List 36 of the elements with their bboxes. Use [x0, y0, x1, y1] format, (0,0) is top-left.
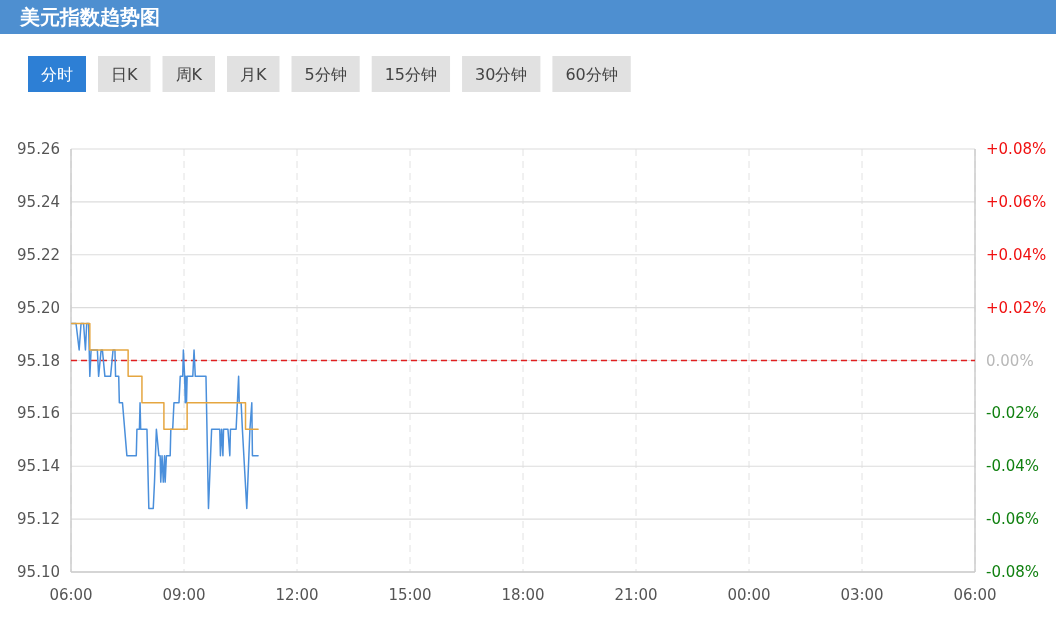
x-tick-label: 12:00 — [275, 586, 319, 604]
y-tick-label: 95.18 — [17, 351, 60, 370]
y-tick-label: 95.20 — [17, 298, 60, 317]
y-tick-label: 95.10 — [17, 563, 60, 581]
y2-tick-label: -0.06% — [986, 510, 1040, 529]
y2-tick-label: -0.02% — [986, 404, 1040, 423]
x-tick-label: 03:00 — [840, 586, 884, 604]
y2-tick-label: +0.04% — [986, 245, 1047, 264]
y2-tick-label: +0.02% — [986, 298, 1047, 317]
x-tick-label: 00:00 — [727, 586, 771, 604]
button: 15分钟 — [371, 56, 451, 92]
y-tick-label: 95.12 — [17, 510, 60, 529]
x-tick-label: 18:00 — [501, 586, 545, 604]
x-tick-label: 21:00 — [614, 586, 658, 604]
y-tick-label: 95.22 — [17, 245, 60, 264]
button: 月K — [227, 56, 280, 92]
x-tick-label: 06:00 — [49, 586, 93, 604]
button: 60分钟 — [552, 56, 631, 92]
y-tick-label: 95.26 — [17, 140, 60, 158]
y2-tick-label: 0.00% — [986, 351, 1034, 370]
button: 分时 — [28, 56, 86, 92]
y2-tick-label: +0.06% — [986, 192, 1047, 211]
button: 5分钟 — [291, 56, 360, 92]
y2-tick-label: +0.08% — [986, 140, 1047, 158]
y-tick-label: 95.14 — [17, 457, 60, 476]
y-tick-label: 95.24 — [17, 192, 60, 211]
chart-title: 美元指数趋势图 — [19, 5, 160, 29]
button: 30分钟 — [462, 56, 541, 92]
x-tick-label: 09:00 — [162, 586, 206, 604]
x-tick-label: 06:00 — [953, 586, 997, 604]
y-tick-label: 95.16 — [17, 404, 60, 423]
button: 周K — [162, 56, 215, 92]
y2-tick-label: -0.04% — [986, 457, 1040, 476]
button: 日K — [98, 56, 151, 92]
x-tick-label: 15:00 — [388, 586, 432, 604]
y2-tick-label: -0.08% — [986, 563, 1040, 581]
